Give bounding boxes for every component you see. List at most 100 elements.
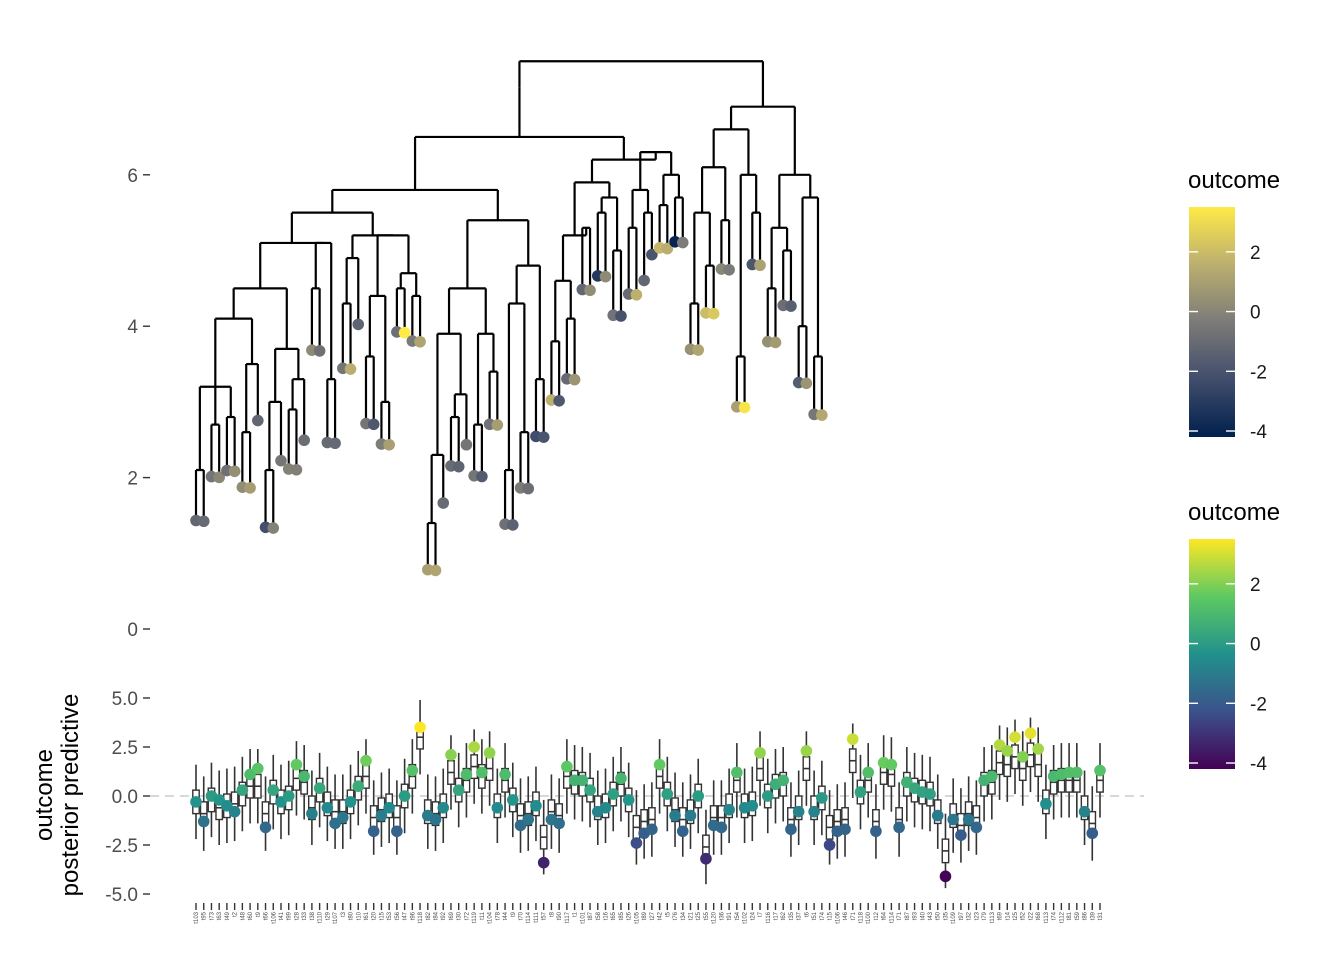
observed-point bbox=[630, 837, 643, 849]
observed-point bbox=[530, 800, 542, 812]
dendrogram-leaf-point bbox=[615, 310, 627, 322]
posterior-y-axis-title-line1: outcome bbox=[31, 749, 58, 841]
dendrogram-leaf-point bbox=[298, 434, 310, 447]
dendrogram-panel: 0 2 4 6 bbox=[127, 60, 828, 641]
dendrogram-leaf-point bbox=[646, 248, 658, 261]
observed-point bbox=[452, 784, 465, 796]
x-tick-label: t69 bbox=[449, 911, 455, 920]
x-tick-label: t95 bbox=[202, 911, 208, 920]
x-tick-label: t24 bbox=[750, 911, 756, 920]
observed-point bbox=[970, 821, 983, 834]
x-tick-label: t114 bbox=[889, 911, 895, 923]
observed-point bbox=[476, 766, 488, 779]
observed-point bbox=[337, 811, 349, 824]
posterior-box bbox=[362, 739, 370, 814]
x-tick-label: t80 bbox=[349, 911, 355, 920]
observed-point bbox=[468, 741, 480, 753]
dendrogram-leaf-point bbox=[414, 335, 426, 348]
posterior-y-axis-title: outcome posterior predictive bbox=[31, 694, 84, 897]
posterior-box bbox=[562, 739, 571, 814]
x-tick-label: t104 bbox=[488, 911, 494, 923]
observed-point bbox=[854, 786, 867, 798]
observed-points bbox=[190, 721, 1106, 883]
dendrogram-leaf-point bbox=[584, 284, 596, 297]
x-tick-label: t29 bbox=[325, 911, 331, 920]
x-tick-label: t113 bbox=[1044, 911, 1050, 923]
posterior-box bbox=[709, 780, 718, 855]
x-tick-label: t114 bbox=[526, 911, 532, 923]
observed-point bbox=[792, 805, 805, 818]
observed-point bbox=[692, 790, 705, 802]
x-tick-label: t87 bbox=[588, 911, 594, 920]
x-tick-label: t119 bbox=[472, 911, 478, 923]
x-tick-label: t78 bbox=[495, 911, 501, 920]
x-tick-label: t111 bbox=[534, 911, 540, 922]
posterior-box bbox=[841, 782, 849, 857]
dendrogram-leaf-point bbox=[506, 519, 519, 531]
x-tick-label: t48 bbox=[240, 911, 246, 920]
x-tick-label: t118 bbox=[858, 911, 864, 923]
observed-point bbox=[537, 856, 550, 869]
x-tick-label: t57 bbox=[542, 911, 548, 920]
observed-point bbox=[646, 823, 658, 836]
x-tick-label: t3 bbox=[341, 911, 347, 917]
x-tick-label: t9 bbox=[511, 911, 517, 917]
x-tick-label: t100 bbox=[866, 911, 872, 923]
posterior-box bbox=[678, 782, 687, 857]
observed-point bbox=[893, 821, 905, 834]
posterior-box bbox=[1049, 745, 1058, 820]
dendrogram-leaf-point bbox=[676, 236, 689, 249]
observed-point bbox=[344, 796, 357, 808]
observed-point bbox=[962, 813, 975, 826]
posterior-box bbox=[717, 780, 726, 855]
posterior-box bbox=[671, 772, 679, 847]
x-tick-label: t20 bbox=[372, 911, 378, 920]
observed-point bbox=[236, 784, 249, 796]
observed-point bbox=[483, 747, 496, 759]
legend-title-cividis: outcome bbox=[1188, 167, 1280, 194]
x-tick-label: t25 bbox=[1013, 911, 1019, 920]
dendrogram-leaf-point bbox=[522, 482, 535, 495]
x-tick-label: t116 bbox=[766, 911, 772, 923]
x-tick-label: t38 bbox=[310, 911, 316, 920]
x-tick-label: t49 bbox=[225, 911, 231, 920]
observed-point bbox=[676, 825, 689, 838]
observed-point bbox=[1032, 743, 1044, 755]
dendrogram-leaf-point bbox=[429, 564, 442, 577]
dendrogram-leaves bbox=[190, 235, 828, 577]
observed-point bbox=[777, 774, 790, 787]
posterior-box bbox=[647, 782, 656, 857]
x-tick-label: t120 bbox=[712, 911, 718, 923]
posterior-y-tick-label: 2.5 bbox=[112, 738, 138, 759]
posterior-predictive-panel: 5.02.50.0-2.5-5.0 t103 t95 t73 t63 t49 t2 t48 t… bbox=[31, 689, 1144, 924]
x-tick-label: t118 bbox=[418, 911, 424, 923]
x-tick-label: t92 bbox=[441, 911, 447, 920]
observed-point bbox=[839, 823, 851, 836]
posterior-box bbox=[987, 745, 996, 820]
observed-point bbox=[414, 721, 426, 734]
dendrogram-leaf-point bbox=[738, 401, 751, 414]
x-tick-label: t21 bbox=[688, 911, 694, 920]
posterior-box bbox=[307, 770, 316, 845]
posterior-box bbox=[524, 776, 533, 851]
x-tick-label: t86 bbox=[1083, 911, 1089, 920]
posterior-box bbox=[1018, 731, 1027, 806]
observed-point bbox=[947, 813, 959, 826]
dendrogram-leaf-point bbox=[661, 242, 674, 255]
dendrogram-branches bbox=[194, 60, 823, 571]
posterior-box bbox=[825, 790, 834, 865]
x-tick-label: t37 bbox=[797, 911, 803, 920]
x-tick-label: t106 bbox=[271, 911, 277, 923]
dendrogram-leaf-point bbox=[460, 438, 473, 451]
posterior-box bbox=[230, 766, 239, 842]
posterior-box bbox=[516, 778, 525, 853]
observed-point bbox=[1094, 764, 1106, 777]
observed-point bbox=[445, 749, 457, 761]
legend-colorbar-viridis bbox=[1189, 539, 1235, 769]
dendrogram-leaf-point bbox=[437, 497, 450, 509]
posterior-box bbox=[431, 776, 440, 851]
x-tick-label: t82 bbox=[426, 911, 432, 920]
x-tick-label: t23 bbox=[974, 911, 980, 920]
x-tick-label: t96 bbox=[410, 911, 416, 920]
